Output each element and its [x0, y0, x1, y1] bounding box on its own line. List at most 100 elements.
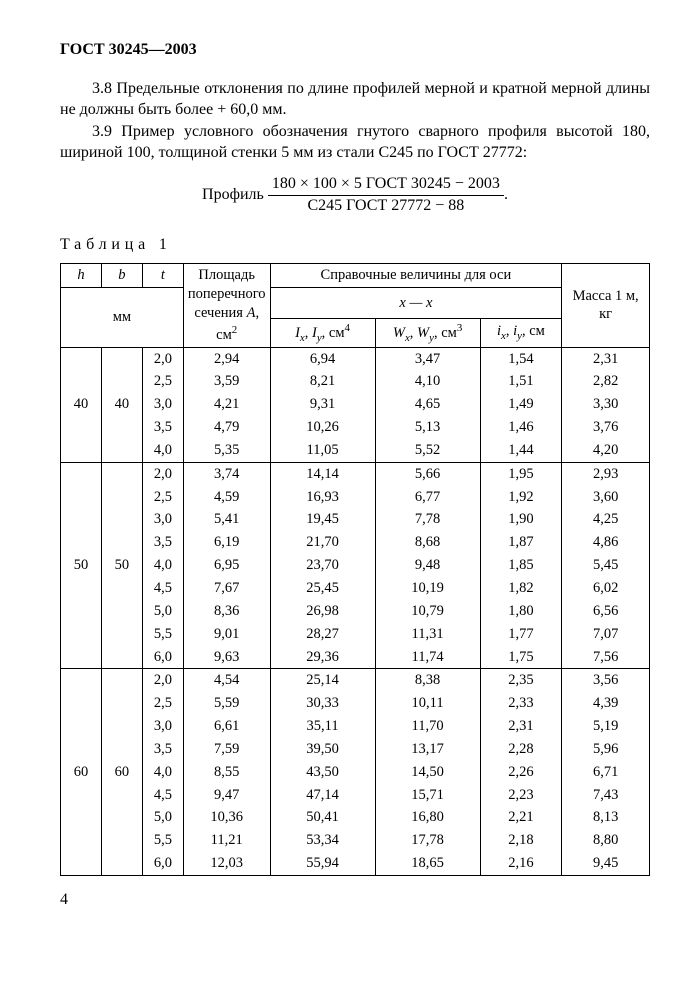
cell-I: 30,33 — [270, 692, 375, 715]
cell-A: 10,36 — [183, 806, 270, 829]
cell-i: 1,92 — [480, 486, 562, 509]
table-row: 6,012,0355,9418,652,169,45 — [61, 852, 650, 875]
formula-tail: . — [504, 186, 508, 203]
cell-t: 4,0 — [142, 761, 183, 784]
cell-A: 6,95 — [183, 554, 270, 577]
col-area: Площадь поперечного сечения A, см2 — [183, 264, 270, 347]
cell-W: 7,78 — [375, 508, 480, 531]
cell-i: 1,80 — [480, 600, 562, 623]
cell-A: 5,41 — [183, 508, 270, 531]
cell-I: 19,45 — [270, 508, 375, 531]
cell-W: 16,80 — [375, 806, 480, 829]
cell-i: 1,90 — [480, 508, 562, 531]
cell-A: 6,61 — [183, 715, 270, 738]
cell-I: 26,98 — [270, 600, 375, 623]
profile-properties-table: h b t Площадь поперечного сечения A, см2… — [60, 263, 650, 876]
cell-A: 7,67 — [183, 577, 270, 600]
cell-W: 10,79 — [375, 600, 480, 623]
cell-A: 4,54 — [183, 669, 270, 692]
cell-I: 6,94 — [270, 347, 375, 370]
cell-I: 25,14 — [270, 669, 375, 692]
table-header: h b t Площадь поперечного сечения A, см2… — [61, 264, 650, 347]
cell-W: 18,65 — [375, 852, 480, 875]
cell-t: 4,0 — [142, 554, 183, 577]
document-standard-header: ГОСТ 30245—2003 — [60, 40, 650, 61]
cell-W: 14,50 — [375, 761, 480, 784]
col-W: Wx, Wy, см3 — [375, 318, 480, 347]
cell-W: 11,70 — [375, 715, 480, 738]
table-row: 2,54,5916,936,771,923,60 — [61, 486, 650, 509]
cell-A: 8,36 — [183, 600, 270, 623]
formula-lead: Профиль — [202, 186, 268, 203]
table-row: 3,56,1921,708,681,874,86 — [61, 531, 650, 554]
table-row: 4,08,5543,5014,502,266,71 — [61, 761, 650, 784]
cell-I: 23,70 — [270, 554, 375, 577]
cell-I: 9,31 — [270, 393, 375, 416]
cell-m: 5,96 — [562, 738, 650, 761]
page-number: 4 — [60, 890, 650, 911]
cell-I: 11,05 — [270, 439, 375, 462]
cell-I: 10,26 — [270, 416, 375, 439]
cell-A: 8,55 — [183, 761, 270, 784]
cell-i: 1,77 — [480, 623, 562, 646]
cell-W: 9,48 — [375, 554, 480, 577]
cell-i: 1,44 — [480, 439, 562, 462]
cell-W: 11,74 — [375, 646, 480, 669]
cell-i: 1,75 — [480, 646, 562, 669]
cell-W: 6,77 — [375, 486, 480, 509]
axis-xx: x — x — [270, 288, 562, 319]
cell-W: 10,11 — [375, 692, 480, 715]
cell-h: 60 — [61, 669, 102, 876]
cell-m: 3,76 — [562, 416, 650, 439]
cell-I: 35,11 — [270, 715, 375, 738]
cell-m: 5,19 — [562, 715, 650, 738]
cell-A: 12,03 — [183, 852, 270, 875]
cell-I: 21,70 — [270, 531, 375, 554]
cell-W: 3,47 — [375, 347, 480, 370]
cell-I: 43,50 — [270, 761, 375, 784]
cell-A: 3,74 — [183, 462, 270, 485]
col-i: ix, iy, см — [480, 318, 562, 347]
cell-m: 2,93 — [562, 462, 650, 485]
table-row: 2,53,598,214,101,512,82 — [61, 370, 650, 393]
cell-m: 4,39 — [562, 692, 650, 715]
cell-t: 2,5 — [142, 692, 183, 715]
cell-m: 6,56 — [562, 600, 650, 623]
cell-W: 11,31 — [375, 623, 480, 646]
cell-I: 39,50 — [270, 738, 375, 761]
cell-A: 9,01 — [183, 623, 270, 646]
table-row: 3,54,7910,265,131,463,76 — [61, 416, 650, 439]
cell-I: 55,94 — [270, 852, 375, 875]
cell-h: 50 — [61, 462, 102, 669]
cell-i: 1,87 — [480, 531, 562, 554]
cell-t: 3,0 — [142, 715, 183, 738]
cell-t: 2,5 — [142, 370, 183, 393]
cell-A: 2,94 — [183, 347, 270, 370]
cell-i: 1,95 — [480, 462, 562, 485]
cell-i: 1,54 — [480, 347, 562, 370]
cell-I: 50,41 — [270, 806, 375, 829]
cell-m: 7,56 — [562, 646, 650, 669]
cell-t: 6,0 — [142, 852, 183, 875]
table-row: 4,59,4747,1415,712,237,43 — [61, 784, 650, 807]
cell-m: 5,45 — [562, 554, 650, 577]
cell-I: 8,21 — [270, 370, 375, 393]
paragraph-3-9: 3.9 Пример условного обозначения гнутого… — [60, 122, 650, 164]
cell-A: 4,21 — [183, 393, 270, 416]
cell-I: 29,36 — [270, 646, 375, 669]
cell-I: 53,34 — [270, 829, 375, 852]
cell-t: 2,0 — [142, 669, 183, 692]
cell-A: 4,79 — [183, 416, 270, 439]
cell-i: 2,18 — [480, 829, 562, 852]
table-row: 5,59,0128,2711,311,777,07 — [61, 623, 650, 646]
table-row: 4,05,3511,055,521,444,20 — [61, 439, 650, 462]
cell-W: 5,13 — [375, 416, 480, 439]
cell-i: 2,28 — [480, 738, 562, 761]
cell-m: 6,02 — [562, 577, 650, 600]
cell-A: 5,59 — [183, 692, 270, 715]
table-row: 3,57,5939,5013,172,285,96 — [61, 738, 650, 761]
cell-W: 15,71 — [375, 784, 480, 807]
table-row: 5,010,3650,4116,802,218,13 — [61, 806, 650, 829]
cell-W: 10,19 — [375, 577, 480, 600]
table-row: 2,55,5930,3310,112,334,39 — [61, 692, 650, 715]
